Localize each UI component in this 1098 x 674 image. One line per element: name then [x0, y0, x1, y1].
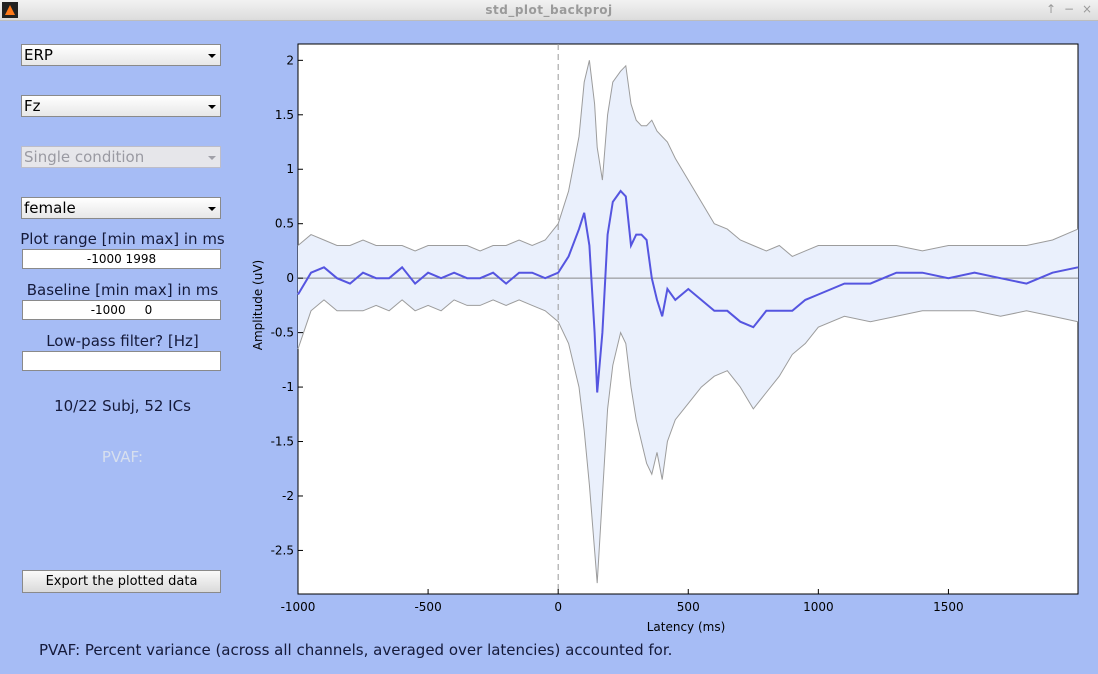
- title-bar: std_plot_backproj ↑ − ×: [0, 0, 1098, 21]
- measure-dropdown[interactable]: ERP: [21, 44, 221, 66]
- y-tick-label: -1: [282, 380, 294, 394]
- minimize-icon[interactable]: −: [1064, 2, 1075, 16]
- chevron-down-icon: [208, 105, 216, 109]
- baseline-input[interactable]: -1000 0: [22, 300, 221, 320]
- y-tick-label: 0: [286, 271, 294, 285]
- plot-range-input[interactable]: -1000 1998: [22, 249, 221, 269]
- close-icon[interactable]: ×: [1082, 2, 1093, 16]
- plot-range-label: Plot range [min max] in ms: [20, 230, 225, 248]
- window-title: std_plot_backproj: [485, 3, 613, 17]
- measure-dropdown-value: ERP: [24, 46, 53, 64]
- y-tick-label: -0.5: [271, 326, 294, 340]
- x-tick-label: 500: [677, 600, 700, 614]
- x-tick-label: -500: [414, 600, 441, 614]
- mean-line: [297, 189, 1079, 393]
- y-tick-label: -2.5: [271, 543, 294, 557]
- condition-dropdown: Single condition: [21, 146, 221, 168]
- y-tick-label: 0.5: [275, 217, 294, 231]
- lowpass-input[interactable]: [22, 351, 221, 371]
- condition-dropdown-value: Single condition: [24, 148, 145, 166]
- baseline-label: Baseline [min max] in ms: [26, 281, 219, 299]
- x-tick-label: -1000: [281, 600, 316, 614]
- chevron-down-icon: [208, 54, 216, 58]
- confidence-band: [298, 60, 1078, 584]
- group-dropdown[interactable]: female: [21, 197, 221, 219]
- y-tick-label: -1.5: [271, 435, 294, 449]
- channel-dropdown[interactable]: Fz: [21, 95, 221, 117]
- chevron-down-icon: [208, 156, 216, 160]
- y-tick-label: 2: [286, 53, 294, 67]
- y-axis-label: Amplitude (uV): [251, 260, 265, 351]
- chevron-down-icon: [208, 207, 216, 211]
- subject-info: 10/22 Subj, 52 ICs: [54, 397, 191, 415]
- export-button[interactable]: Export the plotted data: [22, 570, 221, 593]
- pvaf-footnote: PVAF: Percent variance (across all chann…: [39, 641, 673, 659]
- y-tick-label: 1: [286, 162, 294, 176]
- x-tick-label: 0: [554, 600, 562, 614]
- maximize-icon[interactable]: ↑: [1046, 2, 1057, 16]
- lower-bound-line: [297, 299, 1079, 584]
- y-tick-label: 1.5: [275, 108, 294, 122]
- x-tick-label: 1500: [933, 600, 964, 614]
- x-tick-label: 1000: [803, 600, 834, 614]
- channel-dropdown-value: Fz: [24, 97, 41, 115]
- pvaf-label: PVAF:: [101, 448, 144, 466]
- lowpass-label: Low-pass filter? [Hz]: [46, 332, 199, 350]
- matlab-icon: [2, 2, 18, 18]
- group-dropdown-value: female: [24, 199, 76, 217]
- y-tick-label: -2: [282, 489, 294, 503]
- upper-bound-line: [297, 60, 1079, 257]
- x-axis-label: Latency (ms): [647, 620, 726, 634]
